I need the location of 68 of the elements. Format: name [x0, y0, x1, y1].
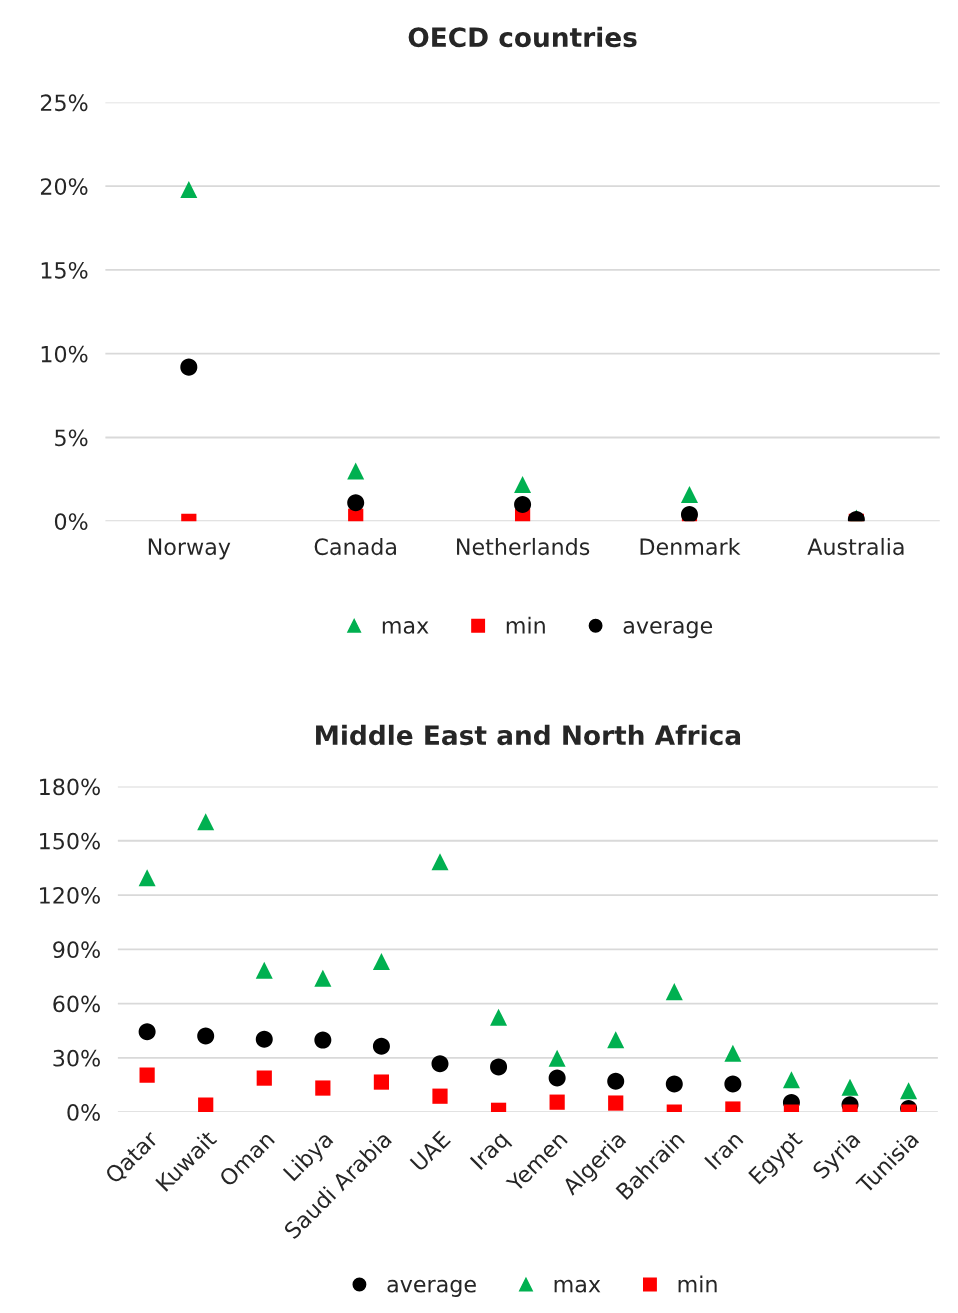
- x-tick-label: Norway: [148, 538, 231, 560]
- point: [665, 983, 683, 1001]
- point: [372, 953, 390, 971]
- point: [315, 1080, 331, 1096]
- y-tick-label: 120%: [40, 886, 100, 904]
- x-tick-label: Denmark: [640, 537, 741, 556]
- point: [255, 1030, 273, 1048]
- point: [314, 1031, 332, 1049]
- point: [680, 506, 698, 522]
- legend-label: min: [506, 616, 545, 634]
- x-tick-label: Netherlands: [457, 537, 590, 556]
- y-tick-label: 150%: [40, 832, 100, 850]
- y-tick-label: 180%: [40, 778, 100, 796]
- y-tick-label: 5%: [55, 429, 88, 447]
- point: [724, 1075, 742, 1093]
- point: [347, 462, 365, 480]
- y-tick-label: 0%: [67, 1104, 100, 1121]
- point: [841, 1078, 859, 1096]
- point: [490, 1008, 508, 1026]
- y-tick-label: 20%: [40, 178, 88, 195]
- point: [782, 1071, 800, 1089]
- point: [724, 1044, 742, 1062]
- point: [138, 1023, 156, 1041]
- point: [549, 1094, 565, 1110]
- y-tick-label: 25%: [40, 94, 88, 112]
- point: [680, 485, 698, 503]
- point: [665, 1075, 683, 1093]
- point: [372, 1037, 390, 1055]
- point: [373, 1074, 390, 1090]
- legend-label: max: [382, 621, 429, 634]
- y-tick-label: 10%: [41, 345, 88, 363]
- point: [180, 181, 198, 199]
- point: [431, 1055, 449, 1073]
- point: [180, 358, 198, 376]
- point: [347, 494, 365, 512]
- point: [514, 475, 532, 493]
- point: [431, 853, 449, 871]
- point: [139, 1067, 155, 1083]
- point: [314, 969, 332, 987]
- y-tick-label: 30%: [53, 1049, 100, 1067]
- x-tick-label: Iran: [704, 1130, 744, 1171]
- x-tick-label: Australia: [807, 537, 904, 556]
- legend-label: average: [387, 1279, 476, 1297]
- point: [608, 1095, 624, 1111]
- point: [490, 1058, 508, 1076]
- point: [548, 1069, 566, 1087]
- point: [197, 1027, 215, 1045]
- legend-label: max: [554, 1279, 601, 1293]
- legend-label: min: [678, 1275, 717, 1293]
- point: [198, 1097, 214, 1113]
- x-tick-label: Canada: [314, 537, 396, 556]
- point: [432, 1088, 448, 1104]
- chart-title: Middle East and North Africa: [316, 724, 741, 746]
- point: [255, 961, 273, 979]
- y-tick-label: 0%: [54, 513, 88, 531]
- point: [607, 1031, 625, 1049]
- y-tick-label: 60%: [53, 995, 100, 1013]
- point: [514, 496, 532, 514]
- point: [900, 1082, 918, 1100]
- point: [256, 1070, 272, 1086]
- point: [197, 813, 215, 831]
- point: [548, 1049, 566, 1067]
- legend-label: average: [623, 621, 713, 639]
- chart-title: OECD countries: [408, 26, 637, 48]
- y-tick-label: 90%: [53, 941, 100, 959]
- point: [607, 1072, 625, 1090]
- y-tick-label: 15%: [41, 261, 88, 279]
- point: [138, 869, 156, 887]
